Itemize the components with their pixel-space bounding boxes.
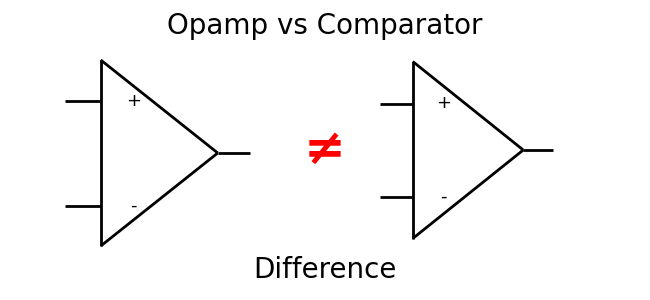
Text: +: + bbox=[436, 94, 451, 112]
Text: +: + bbox=[125, 92, 141, 110]
Text: -: - bbox=[130, 196, 136, 214]
Text: Opamp vs Comparator: Opamp vs Comparator bbox=[167, 12, 483, 40]
Text: ≠: ≠ bbox=[304, 126, 346, 174]
Text: Difference: Difference bbox=[254, 256, 396, 284]
Text: -: - bbox=[440, 188, 447, 206]
